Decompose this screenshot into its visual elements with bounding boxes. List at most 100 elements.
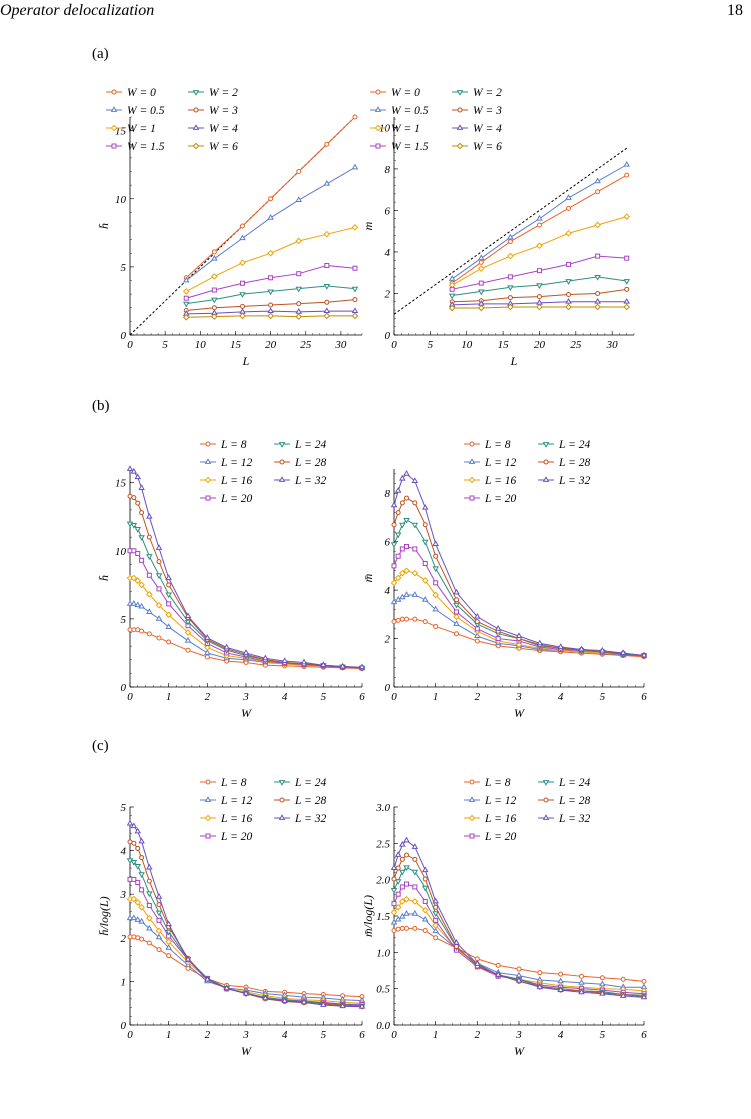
x-tick-label: 10: [195, 339, 207, 351]
data-point: [421, 539, 429, 546]
data-point: [281, 657, 288, 664]
x-tick-label: 5: [600, 1029, 606, 1041]
data-point: [183, 295, 189, 301]
data-point: [422, 522, 428, 528]
legend-label: L = 16: [484, 813, 516, 825]
data-point: [399, 856, 405, 862]
data-point: [391, 563, 397, 569]
data-point: [507, 252, 514, 260]
data-point: [296, 301, 302, 307]
y-tick-label: 8: [385, 164, 391, 176]
data-point: [536, 299, 543, 305]
data-point: [165, 938, 172, 946]
data-point: [641, 978, 647, 984]
y-axis-label: h̄: [97, 575, 111, 581]
data-point: [130, 822, 138, 829]
data-point: [139, 628, 145, 634]
legend-label: L = 28: [558, 795, 590, 807]
data-point: [578, 645, 585, 652]
legend-marker: [110, 124, 118, 132]
data-point: [211, 254, 218, 261]
series-1: [448, 160, 630, 281]
legend-marker: [456, 124, 464, 130]
data-point: [403, 567, 410, 575]
legend-marker: [374, 106, 382, 112]
data-point: [390, 909, 398, 916]
data-point: [507, 303, 514, 311]
data-point: [130, 522, 138, 529]
data-point: [165, 920, 172, 927]
data-point: [453, 620, 460, 626]
data-point: [565, 194, 572, 200]
y-axis-label: m̄: [361, 573, 375, 582]
data-point: [211, 273, 218, 280]
data-point: [432, 927, 439, 934]
x-tick-label: 15: [230, 339, 242, 351]
data-point: [403, 865, 410, 872]
y-tick-label: 1.5: [376, 911, 390, 923]
data-point: [404, 881, 409, 887]
data-point: [599, 646, 606, 653]
data-point: [421, 577, 429, 584]
data-point: [536, 639, 544, 646]
legend-label: L = 8: [220, 439, 247, 451]
legend-label: L = 20: [484, 493, 516, 505]
data-point: [134, 899, 142, 906]
legend-label: L = 8: [484, 777, 511, 789]
data-point: [390, 864, 398, 870]
data-point: [281, 997, 288, 1003]
data-point: [184, 619, 192, 626]
data-point: [404, 544, 409, 550]
data-point: [536, 294, 542, 300]
series-line: [185, 166, 356, 281]
data-point: [239, 259, 246, 267]
y-tick-label: 2: [121, 933, 127, 945]
data-point: [295, 196, 302, 203]
legend: L = 8 L = 12 L = 16 L = 20 L = 24 L = 28 L = 3…: [464, 439, 590, 505]
data-point: [495, 962, 501, 968]
data-point: [399, 569, 406, 577]
legend-marker: [542, 476, 550, 482]
legend-marker: [456, 90, 464, 96]
legend-marker: [110, 106, 118, 112]
legend-label: W = 1.5: [127, 141, 165, 153]
legend-marker: [542, 814, 550, 820]
y-tick-label: 2: [385, 634, 391, 646]
legend-label: L = 28: [294, 795, 326, 807]
data-point: [211, 297, 218, 304]
data-point: [536, 983, 544, 990]
series-5: [127, 839, 365, 1010]
data-point: [204, 649, 211, 655]
legend-marker: [543, 797, 549, 803]
data-point: [204, 975, 211, 982]
data-point: [323, 307, 331, 314]
data-point: [411, 477, 419, 484]
legend-marker: [469, 441, 475, 447]
data-point: [155, 601, 163, 609]
x-tick-label: 4: [558, 691, 564, 703]
data-point: [404, 852, 409, 858]
data-point: [403, 517, 410, 524]
data-point: [211, 313, 218, 320]
y-tick-label: 6: [385, 537, 391, 549]
legend-marker: [469, 833, 475, 839]
y-tick-label: 4: [121, 846, 127, 858]
data-point: [138, 872, 145, 878]
data-point: [390, 887, 398, 894]
data-point: [390, 918, 398, 925]
series-line: [129, 523, 363, 669]
data-point: [267, 307, 274, 314]
data-point: [566, 292, 572, 298]
x-tick-label: 6: [641, 1029, 647, 1041]
data-point: [391, 901, 397, 907]
data-point: [412, 616, 418, 622]
data-point: [453, 613, 460, 621]
chart-c-right: 0 1 2 3 4 5 6 0.0 0.5 1.0 1.5 2.0 2.5 3.0 Wm̄/log(L) L …: [361, 777, 648, 1058]
legend-marker: [278, 814, 286, 820]
data-point: [320, 1001, 327, 1007]
data-point: [165, 944, 172, 950]
data-point: [135, 845, 141, 851]
data-point: [399, 912, 406, 919]
